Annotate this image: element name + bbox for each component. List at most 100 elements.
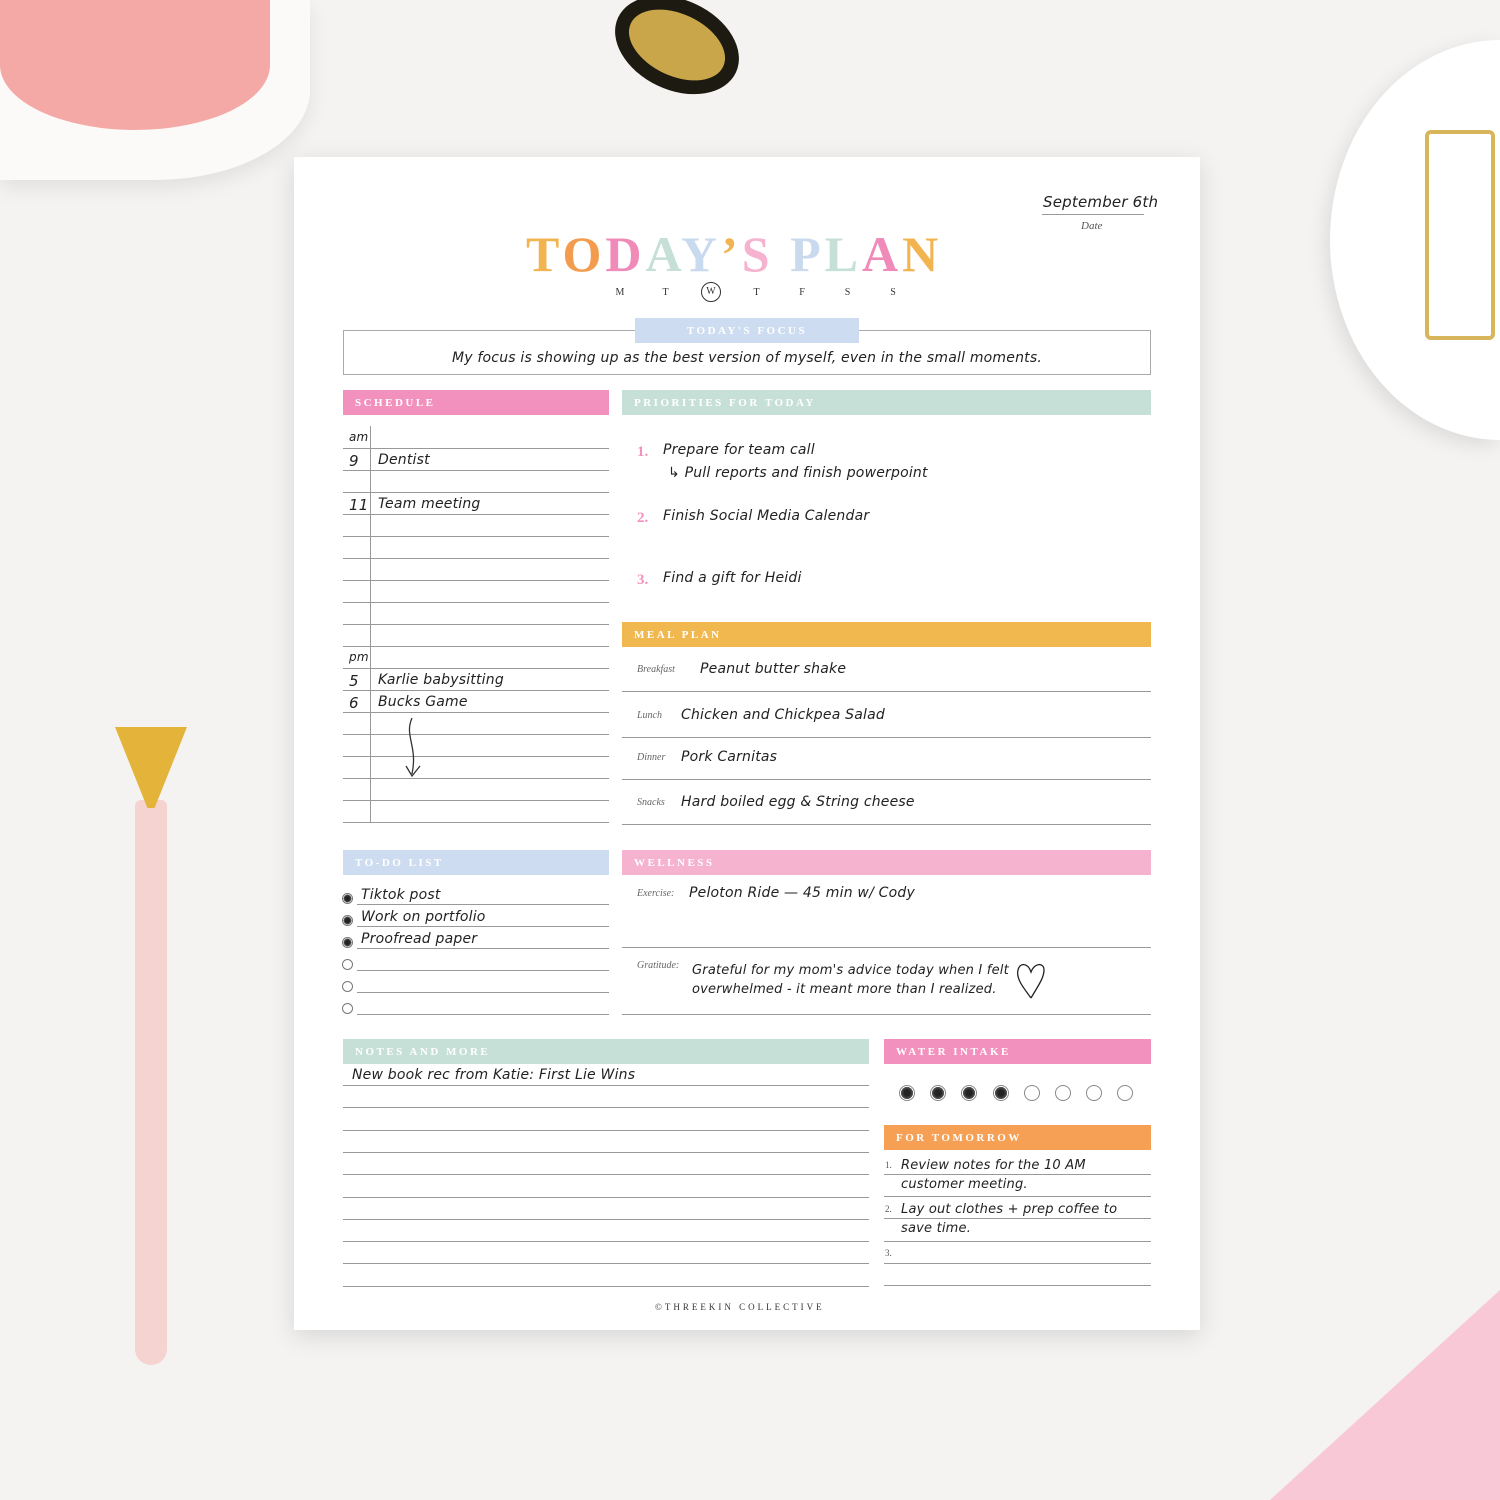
schedule-line <box>343 778 609 779</box>
todo-checkbox[interactable] <box>342 981 353 992</box>
schedule-entry[interactable]: Dentist <box>378 452 430 468</box>
schedule-line <box>343 822 609 823</box>
todo-text[interactable]: Work on portfolio <box>361 909 486 925</box>
tomorrow-number: 3. <box>885 1248 892 1258</box>
water-glass-empty[interactable] <box>1023 1085 1040 1101</box>
notes-line <box>343 1174 869 1176</box>
gratitude-line-1[interactable]: Grateful for my mom's advice today when … <box>692 963 1009 978</box>
title-letter: D <box>605 226 646 282</box>
title-letter: T <box>526 226 563 282</box>
meal-entry[interactable]: Hard boiled egg & String cheese <box>681 794 915 810</box>
schedule-line <box>343 690 609 691</box>
tomorrow-line-2[interactable]: customer meeting. <box>901 1177 1028 1192</box>
schedule-entry[interactable]: Bucks Game <box>378 694 468 710</box>
todo-header: TO-DO LIST <box>343 850 609 875</box>
meal-label: Snacks <box>637 797 665 808</box>
meal-label: Lunch <box>637 710 662 721</box>
schedule-time: 11 <box>349 496 369 514</box>
title-letter: P <box>790 226 825 282</box>
title-letter: Y <box>681 226 722 282</box>
water-glass-empty[interactable] <box>1117 1085 1134 1101</box>
weekday-3[interactable]: T <box>753 287 760 298</box>
schedule-line <box>343 470 609 471</box>
todo-text[interactable]: Proofread paper <box>361 931 478 947</box>
title-letter: L <box>824 226 862 282</box>
water-glass-filled[interactable] <box>930 1085 947 1101</box>
schedule-line <box>343 756 609 757</box>
exercise-value[interactable]: Peloton Ride — 45 min w/ Cody <box>689 885 915 901</box>
tomorrow-line <box>884 1263 1151 1264</box>
tomorrow-line-2[interactable]: save time. <box>901 1221 972 1236</box>
weekday-4[interactable]: F <box>799 287 805 298</box>
gratitude-line-2[interactable]: overwhelmed - it meant more than I reali… <box>692 982 997 997</box>
priority-number: 1. <box>637 444 649 460</box>
todo-checkbox[interactable] <box>342 959 353 970</box>
priority-number: 3. <box>637 572 649 588</box>
meal-line <box>622 779 1151 780</box>
focus-text: My focus is showing up as the best versi… <box>452 350 1042 366</box>
title-letter: A <box>645 226 681 282</box>
tomorrow-line-1[interactable]: Review notes for the 10 AM <box>901 1158 1086 1173</box>
notes-line <box>343 1218 869 1220</box>
title-letter: ’ <box>721 226 742 282</box>
water-glass-filled[interactable] <box>961 1085 978 1101</box>
todo-checkbox[interactable] <box>342 937 353 948</box>
page-title: TODAY’S PLAN <box>526 225 942 283</box>
tomorrow-number: 2. <box>885 1204 892 1214</box>
meal-entry[interactable]: Pork Carnitas <box>681 749 778 765</box>
schedule-line <box>343 602 609 603</box>
notes-text[interactable]: New book rec from Katie: First Lie Wins <box>352 1067 636 1083</box>
weekday-1[interactable]: T <box>662 287 669 298</box>
notes-line <box>343 1129 869 1131</box>
todo-line <box>357 948 609 949</box>
schedule-time: am <box>349 430 369 444</box>
schedule-line <box>343 800 609 801</box>
weekday-2[interactable]: W <box>701 282 721 302</box>
schedule-time: 5 <box>349 672 359 690</box>
meal-label: Breakfast <box>637 664 675 675</box>
priorities-header: PRIORITIES FOR TODAY <box>622 390 1151 415</box>
priority-text[interactable]: Find a gift for Heidi <box>663 570 802 586</box>
tomorrow-line <box>884 1241 1151 1242</box>
weekday-0[interactable]: M <box>615 287 625 298</box>
schedule-entry[interactable]: Team meeting <box>378 496 481 512</box>
schedule-line <box>343 448 609 449</box>
meal-line <box>622 737 1151 738</box>
title-letter: S <box>741 226 774 282</box>
water-glass-filled[interactable] <box>992 1085 1009 1101</box>
water-glass-filled[interactable] <box>899 1085 915 1101</box>
water-glass-empty[interactable] <box>1055 1085 1071 1101</box>
meal-entry[interactable]: Peanut butter shake <box>700 661 847 677</box>
tomorrow-line <box>884 1174 1151 1175</box>
arrow-icon <box>405 717 421 778</box>
meal-entry[interactable]: Chicken and Chickpea Salad <box>681 707 885 723</box>
schedule-entry[interactable]: Karlie babysitting <box>378 672 504 688</box>
weekday-5[interactable]: S <box>844 287 851 298</box>
heart-icon <box>1016 963 1045 999</box>
todo-checkbox[interactable] <box>342 1003 353 1014</box>
todo-checkbox[interactable] <box>342 915 353 926</box>
meal-plan-header: MEAL PLAN <box>622 622 1151 647</box>
priority-text[interactable]: Prepare for team call <box>663 442 815 458</box>
schedule-line <box>343 624 609 625</box>
pink-paper <box>1270 1290 1500 1500</box>
tomorrow-line <box>884 1218 1151 1219</box>
water-glass-empty[interactable] <box>1086 1085 1103 1101</box>
date-label: Date <box>1081 220 1103 232</box>
priority-subtext[interactable]: ↳ Pull reports and finish powerpoint <box>668 465 928 481</box>
title-letter <box>774 226 791 282</box>
priority-text[interactable]: Finish Social Media Calendar <box>663 508 870 524</box>
tomorrow-line-1[interactable]: Lay out clothes + prep coffee to <box>901 1202 1118 1217</box>
notes-header: NOTES AND MORE <box>343 1039 869 1064</box>
schedule-header: SCHEDULE <box>343 390 609 415</box>
footer-brand: ©THREEKIN COLLECTIVE <box>655 1302 825 1312</box>
gold-paperclips <box>1425 130 1495 340</box>
todo-text[interactable]: Tiktok post <box>361 887 441 903</box>
priority-number: 2. <box>637 510 649 526</box>
todo-checkbox[interactable] <box>342 893 353 904</box>
title-letter: A <box>861 226 903 282</box>
weekday-6[interactable]: S <box>890 287 896 298</box>
schedule-line <box>343 734 609 735</box>
pink-pen <box>135 800 167 1365</box>
schedule-line <box>343 558 609 559</box>
